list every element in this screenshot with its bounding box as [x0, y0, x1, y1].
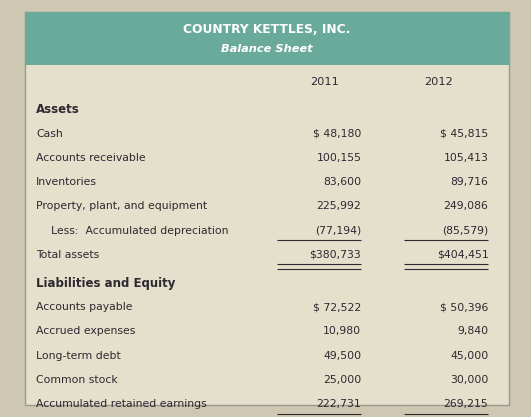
Text: $ 45,815: $ 45,815 — [440, 129, 489, 139]
Text: Cash: Cash — [36, 129, 63, 139]
Text: 105,413: 105,413 — [443, 153, 489, 163]
Text: $ 72,522: $ 72,522 — [313, 302, 361, 312]
FancyBboxPatch shape — [25, 12, 509, 65]
Text: Inventories: Inventories — [36, 177, 97, 187]
Text: Accumulated retained earnings: Accumulated retained earnings — [36, 399, 207, 409]
Text: Accounts receivable: Accounts receivable — [36, 153, 145, 163]
Text: (85,579): (85,579) — [442, 226, 489, 236]
Text: Common stock: Common stock — [36, 375, 118, 385]
Text: Accrued expenses: Accrued expenses — [36, 327, 135, 337]
Text: $ 48,180: $ 48,180 — [313, 129, 361, 139]
Text: 222,731: 222,731 — [316, 399, 361, 409]
Text: 25,000: 25,000 — [323, 375, 361, 385]
Text: $380,733: $380,733 — [310, 250, 361, 260]
Text: 249,086: 249,086 — [443, 201, 489, 211]
Text: Balance Sheet: Balance Sheet — [221, 44, 313, 54]
Text: $404,451: $404,451 — [436, 250, 489, 260]
Text: Total assets: Total assets — [36, 250, 99, 260]
Text: 30,000: 30,000 — [450, 375, 489, 385]
Text: 2012: 2012 — [424, 77, 453, 87]
Text: 9,840: 9,840 — [457, 327, 489, 337]
FancyBboxPatch shape — [25, 12, 509, 405]
Text: Long-term debt: Long-term debt — [36, 351, 121, 361]
Text: Property, plant, and equipment: Property, plant, and equipment — [36, 201, 207, 211]
Text: (77,194): (77,194) — [315, 226, 361, 236]
Text: 45,000: 45,000 — [450, 351, 489, 361]
Text: Less:  Accumulated depreciation: Less: Accumulated depreciation — [50, 226, 228, 236]
Text: 269,215: 269,215 — [444, 399, 489, 409]
Text: 49,500: 49,500 — [323, 351, 361, 361]
Text: $ 50,396: $ 50,396 — [440, 302, 489, 312]
Text: Accounts payable: Accounts payable — [36, 302, 133, 312]
Text: 100,155: 100,155 — [316, 153, 361, 163]
Text: 83,600: 83,600 — [323, 177, 361, 187]
Text: Liabilities and Equity: Liabilities and Equity — [36, 276, 175, 289]
Text: Assets: Assets — [36, 103, 80, 116]
Text: COUNTRY KETTLES, INC.: COUNTRY KETTLES, INC. — [183, 23, 351, 36]
Text: 2011: 2011 — [311, 77, 339, 87]
Text: 225,992: 225,992 — [316, 201, 361, 211]
Text: 89,716: 89,716 — [450, 177, 489, 187]
Text: 10,980: 10,980 — [323, 327, 361, 337]
